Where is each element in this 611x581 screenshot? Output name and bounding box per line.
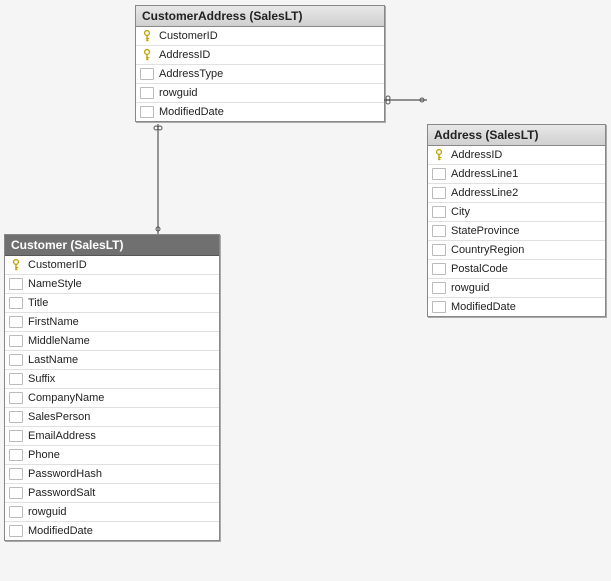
- column-row[interactable]: PasswordSalt: [5, 484, 219, 503]
- field-icon: [9, 468, 23, 480]
- column-name: Suffix: [28, 373, 55, 385]
- column-name: StateProvince: [451, 225, 519, 237]
- column-row[interactable]: CustomerID: [5, 256, 219, 275]
- column-row[interactable]: AddressLine2: [428, 184, 605, 203]
- column-row[interactable]: rowguid: [428, 279, 605, 298]
- column-name: Phone: [28, 449, 60, 461]
- column-name: MiddleName: [28, 335, 90, 347]
- key-icon: [432, 149, 446, 161]
- column-name: Title: [28, 297, 48, 309]
- column-row[interactable]: ModifiedDate: [5, 522, 219, 540]
- column-name: PasswordSalt: [28, 487, 95, 499]
- column-row[interactable]: Phone: [5, 446, 219, 465]
- column-name: PasswordHash: [28, 468, 102, 480]
- column-name: AddressID: [159, 49, 210, 61]
- column-row[interactable]: AddressLine1: [428, 165, 605, 184]
- column-row[interactable]: CompanyName: [5, 389, 219, 408]
- column-name: rowguid: [159, 87, 198, 99]
- column-name: SalesPerson: [28, 411, 90, 423]
- field-icon: [9, 373, 23, 385]
- column-row[interactable]: ModifiedDate: [428, 298, 605, 316]
- column-row[interactable]: City: [428, 203, 605, 222]
- column-row[interactable]: Title: [5, 294, 219, 313]
- column-name: CountryRegion: [451, 244, 524, 256]
- field-icon: [9, 506, 23, 518]
- column-row[interactable]: MiddleName: [5, 332, 219, 351]
- field-icon: [9, 316, 23, 328]
- column-row[interactable]: CustomerID: [136, 27, 384, 46]
- field-icon: [432, 168, 446, 180]
- column-name: AddressLine2: [451, 187, 518, 199]
- field-icon: [9, 449, 23, 461]
- field-icon: [9, 430, 23, 442]
- column-row[interactable]: LastName: [5, 351, 219, 370]
- column-row[interactable]: rowguid: [136, 84, 384, 103]
- table-header: Customer (SalesLT): [5, 235, 219, 256]
- column-name: AddressLine1: [451, 168, 518, 180]
- column-row[interactable]: EmailAddress: [5, 427, 219, 446]
- column-name: CompanyName: [28, 392, 104, 404]
- field-icon: [432, 263, 446, 275]
- table-header: CustomerAddress (SalesLT): [136, 6, 384, 27]
- field-icon: [432, 206, 446, 218]
- column-name: ModifiedDate: [159, 106, 224, 118]
- table-address[interactable]: Address (SalesLT) AddressID AddressLine1 Ad…: [427, 124, 606, 317]
- column-name: AddressID: [451, 149, 502, 161]
- column-row[interactable]: FirstName: [5, 313, 219, 332]
- table-header: Address (SalesLT): [428, 125, 605, 146]
- column-name: City: [451, 206, 470, 218]
- column-row[interactable]: CountryRegion: [428, 241, 605, 260]
- table-customer[interactable]: Customer (SalesLT) CustomerID NameStyle Tit…: [4, 234, 220, 541]
- key-icon: [9, 259, 23, 271]
- field-icon: [432, 187, 446, 199]
- field-icon: [9, 354, 23, 366]
- column-row[interactable]: AddressID: [136, 46, 384, 65]
- column-row[interactable]: SalesPerson: [5, 408, 219, 427]
- field-icon: [432, 244, 446, 256]
- column-row[interactable]: PasswordHash: [5, 465, 219, 484]
- column-row[interactable]: rowguid: [5, 503, 219, 522]
- table-customerAddress[interactable]: CustomerAddress (SalesLT) CustomerID Addre…: [135, 5, 385, 122]
- field-icon: [9, 487, 23, 499]
- column-name: FirstName: [28, 316, 79, 328]
- relationship-line: [148, 114, 168, 244]
- column-row[interactable]: AddressType: [136, 65, 384, 84]
- field-icon: [9, 525, 23, 537]
- key-icon: [140, 30, 154, 42]
- column-name: CustomerID: [159, 30, 218, 42]
- column-row[interactable]: ModifiedDate: [136, 103, 384, 121]
- field-icon: [9, 297, 23, 309]
- column-row[interactable]: Suffix: [5, 370, 219, 389]
- column-name: rowguid: [451, 282, 490, 294]
- field-icon: [9, 392, 23, 404]
- column-name: ModifiedDate: [451, 301, 516, 313]
- column-name: ModifiedDate: [28, 525, 93, 537]
- field-icon: [432, 301, 446, 313]
- field-icon: [432, 282, 446, 294]
- field-icon: [9, 411, 23, 423]
- field-icon: [9, 278, 23, 290]
- column-row[interactable]: PostalCode: [428, 260, 605, 279]
- field-icon: [9, 335, 23, 347]
- column-name: LastName: [28, 354, 78, 366]
- field-icon: [432, 225, 446, 237]
- column-name: NameStyle: [28, 278, 82, 290]
- column-name: AddressType: [159, 68, 223, 80]
- key-icon: [140, 49, 154, 61]
- column-name: EmailAddress: [28, 430, 96, 442]
- column-name: CustomerID: [28, 259, 87, 271]
- column-name: rowguid: [28, 506, 67, 518]
- column-row[interactable]: NameStyle: [5, 275, 219, 294]
- column-row[interactable]: StateProvince: [428, 222, 605, 241]
- field-icon: [140, 68, 154, 80]
- column-name: PostalCode: [451, 263, 508, 275]
- field-icon: [140, 87, 154, 99]
- column-row[interactable]: AddressID: [428, 146, 605, 165]
- field-icon: [140, 106, 154, 118]
